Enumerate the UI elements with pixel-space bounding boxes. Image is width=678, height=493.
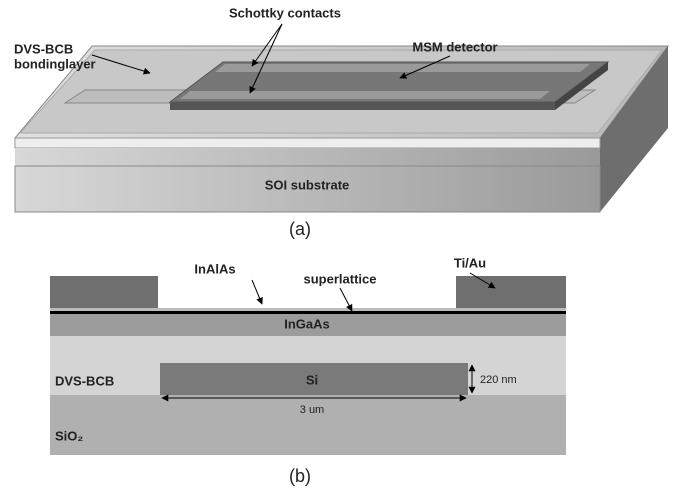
label: bondinglayer (14, 56, 96, 71)
detector-front (170, 102, 555, 110)
arrow (340, 288, 352, 311)
label: SiO₂ (55, 428, 83, 443)
caption: (b) (289, 466, 311, 486)
panel-a: Schottky contacts MSM detector DVS-BCB b… (14, 5, 668, 238)
figure: Schottky contacts MSM detector DVS-BCB b… (0, 0, 678, 488)
label: InGaAs (284, 316, 330, 331)
arrow (252, 280, 262, 304)
label: superlattice (304, 271, 377, 286)
label: MSM detector (412, 39, 497, 54)
slab-front-top (15, 138, 600, 148)
slab-front-mid (15, 148, 600, 166)
panel-b: InAlAs superlattice Ti/Au InGaAs DVS-BCB… (50, 255, 566, 485)
label: Ti/Au (454, 255, 486, 270)
tiau-left (50, 276, 158, 310)
caption: (a) (289, 219, 311, 239)
label: 3 um (300, 404, 324, 416)
contact-front (180, 91, 550, 99)
contact-back (215, 64, 590, 72)
label: Si (306, 372, 318, 387)
label: 220 nm (480, 374, 517, 386)
label: InAlAs (194, 261, 235, 276)
label: DVS-BCB (55, 373, 114, 388)
label: SOI substrate (265, 177, 350, 192)
label: Schottky contacts (229, 5, 341, 20)
label: DVS-BCB (14, 41, 73, 56)
superlattice-layer (50, 311, 566, 314)
tiau-right (456, 276, 566, 310)
